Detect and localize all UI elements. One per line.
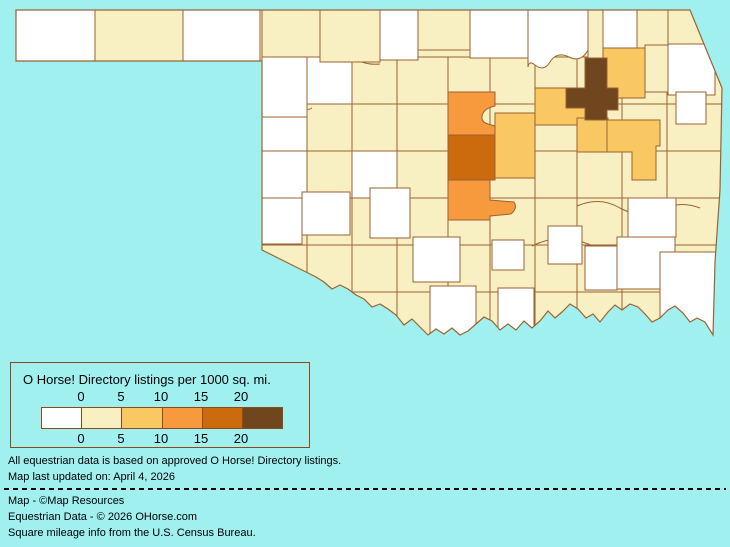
county-region-7 [667, 41, 716, 96]
county-region-4 [469, 10, 533, 59]
legend-swatch-6 [242, 408, 283, 428]
county-region-9 [306, 56, 353, 105]
county-region-2 [182, 10, 261, 62]
county-region-25 [659, 251, 719, 335]
county-region-3 [379, 10, 419, 61]
legend-tick-label: 15 [193, 431, 209, 446]
county-region-41 [565, 57, 619, 121]
county-region-27 [319, 10, 381, 63]
legend-tick-label: 0 [77, 389, 85, 404]
dashed-divider [4, 488, 726, 490]
county-region-15 [301, 191, 351, 236]
county-region-16 [369, 187, 411, 239]
county-region-31 [667, 10, 705, 45]
county-region-37 [494, 112, 536, 179]
legend-tick-label: 15 [193, 389, 209, 404]
county-region-35 [576, 117, 609, 153]
legend-box: O Horse! Directory listings per 1000 sq.… [10, 362, 310, 448]
county-region-29 [587, 10, 604, 59]
county-region-39 [447, 134, 496, 181]
footer-map-credit: Map - ©Map Resources [8, 495, 125, 507]
county-region-30 [636, 10, 669, 49]
county-region-22 [584, 245, 618, 291]
footer-updated-date: Map last updated on: April 4, 2026 [8, 471, 175, 483]
state-outline [15, 9, 723, 338]
oklahoma-county-map [15, 9, 723, 338]
county-region-21 [547, 225, 583, 265]
legend-tick-label: 20 [233, 389, 249, 404]
county-region-11 [261, 116, 308, 152]
county-region-17 [412, 236, 461, 283]
county-region-13 [261, 150, 308, 199]
legend-swatch-5 [202, 408, 243, 428]
legend-color-ramp [41, 407, 283, 429]
legend-tick-label: 10 [153, 389, 169, 404]
legend-swatch-2 [82, 408, 123, 428]
legend-title: O Horse! Directory listings per 1000 sq.… [23, 372, 271, 387]
county-region-5 [527, 10, 589, 69]
footer-data-note: All equestrian data is based on approved… [8, 455, 342, 467]
legend-tick-label: 10 [153, 431, 169, 446]
legend-tick-label: 5 [117, 389, 125, 404]
county-region-40 [447, 179, 516, 221]
county-region-26 [261, 10, 321, 58]
legend-tick-label: 20 [233, 431, 249, 446]
legend-tick-label: 0 [77, 431, 85, 446]
county-region-28 [417, 10, 471, 51]
county-region-19 [497, 287, 535, 335]
county-region-14 [261, 197, 303, 245]
county-region-18 [429, 285, 477, 335]
county-region-36 [606, 119, 661, 181]
county-region-32 [644, 44, 669, 93]
legend-swatch-4 [162, 408, 203, 428]
county-region-38 [447, 91, 496, 136]
footer-data-credit: Equestrian Data - © 2026 OHorse.com [8, 511, 198, 523]
legend-swatch-1 [42, 408, 83, 428]
county-region-20 [491, 239, 525, 271]
county-region-10 [675, 91, 707, 125]
oklahoma-map-svg [15, 9, 723, 338]
county-region-8 [261, 56, 308, 118]
county-region-24 [627, 197, 677, 238]
county-region-1 [16, 10, 96, 62]
legend-tick-label: 5 [117, 431, 125, 446]
footer-census-credit: Square mileage info from the U.S. Census… [8, 527, 256, 539]
legend-swatch-3 [122, 408, 163, 428]
county-region-6 [602, 10, 638, 49]
